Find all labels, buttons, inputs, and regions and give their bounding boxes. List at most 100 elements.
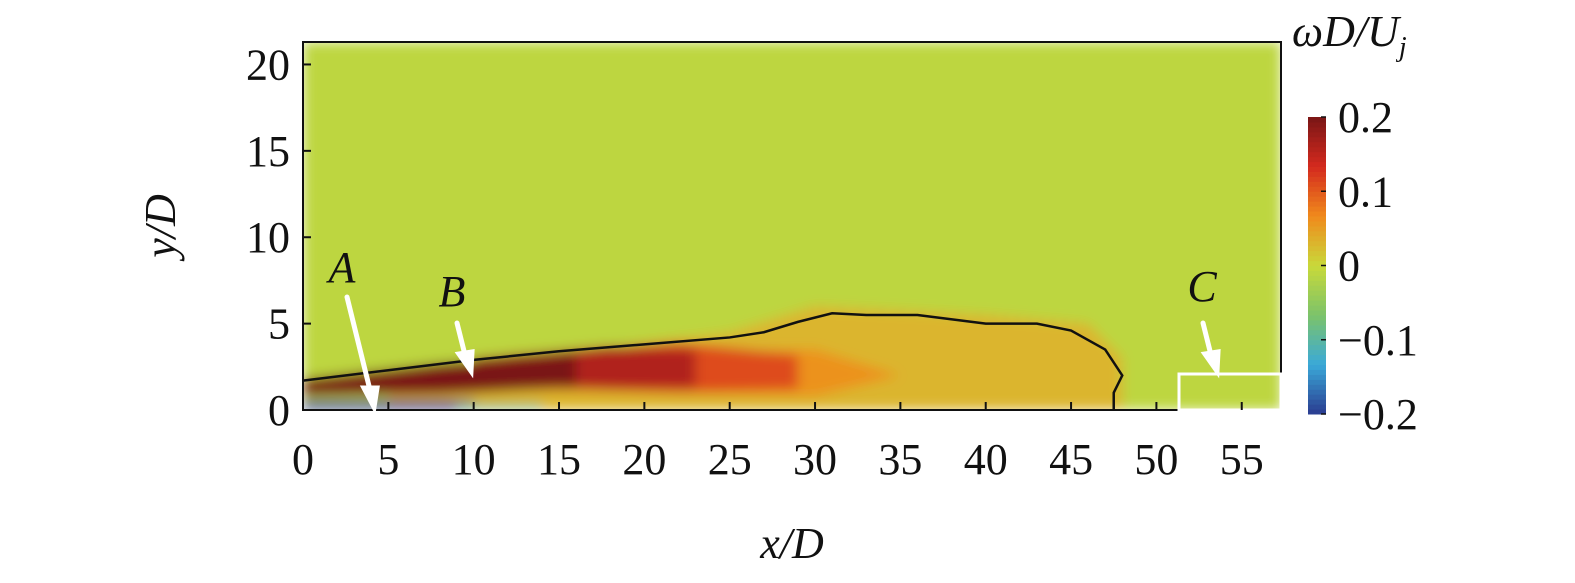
contour-line <box>302 311 1124 410</box>
y-tick-label: 5 <box>268 300 290 349</box>
colorbar-swatch <box>1308 121 1326 128</box>
y-tick-label: 15 <box>246 127 290 176</box>
colorbar-swatch <box>1308 344 1326 351</box>
colorbar-swatch <box>1308 196 1326 202</box>
field-region <box>303 42 1281 410</box>
x-tick-label: 30 <box>793 435 837 484</box>
colorbar-swatch <box>1308 126 1326 133</box>
plot-frame <box>302 41 1282 411</box>
colorbar-swatch <box>1308 300 1326 306</box>
x-axis-label: x/D <box>759 519 824 568</box>
field-layers <box>303 42 1281 410</box>
colorbar-swatch <box>1308 270 1326 276</box>
annotation: C <box>1187 262 1217 311</box>
colorbar-swatch <box>1308 166 1326 172</box>
colorbar-swatch <box>1308 240 1326 247</box>
colorbar-swatch <box>1308 364 1326 370</box>
colorbar-swatch <box>1308 324 1326 331</box>
colorbar-label-main: ωD/U <box>1292 7 1402 56</box>
x-tick-label: 15 <box>537 435 581 484</box>
arrow <box>344 294 373 393</box>
x-tick-label: 40 <box>964 435 1008 484</box>
colorbar-swatch <box>1308 171 1326 177</box>
annotation: B <box>439 267 466 316</box>
colorbar-swatch <box>1308 394 1326 400</box>
colorbar-swatch <box>1308 201 1326 207</box>
colorbar-label: ωD/Uj <box>1292 7 1407 63</box>
colorbar-swatch <box>1308 250 1326 257</box>
colorbar-swatch <box>1308 245 1326 252</box>
x-tick-label: 35 <box>878 435 922 484</box>
x-tick-label: 20 <box>622 435 666 484</box>
colorbar-swatch <box>1308 230 1326 237</box>
colorbar-swatch <box>1308 161 1326 167</box>
colorbar-swatch <box>1308 389 1326 395</box>
colorbar-swatch <box>1308 151 1326 158</box>
colorbar-swatch <box>1308 117 1326 123</box>
colorbar-swatch <box>1308 225 1326 232</box>
colorbar-swatch <box>1308 379 1326 385</box>
colorbar-swatch <box>1308 181 1326 187</box>
x-tick-label: 0 <box>292 435 314 484</box>
colorbar-swatch <box>1308 176 1326 182</box>
colorbar: 0.2 0.1 0 −0.1 −0.2 <box>1308 93 1418 439</box>
colorbar-swatch <box>1308 384 1326 390</box>
colorbar-tick-label: −0.2 <box>1338 390 1418 439</box>
colorbar-swatch <box>1308 339 1326 346</box>
arrow-head <box>1200 349 1221 379</box>
x-tick-label: 10 <box>452 435 496 484</box>
y-tick-label: 0 <box>268 386 290 435</box>
arrow-head <box>454 349 475 379</box>
field <box>303 42 1281 410</box>
y-axis-label: y/D <box>136 194 185 262</box>
arrow <box>1200 320 1214 358</box>
colorbar-swatch <box>1308 156 1326 163</box>
colorbar-swatch <box>1308 310 1326 316</box>
colorbar-swatch <box>1308 235 1326 242</box>
colorbar-swatch <box>1308 280 1326 286</box>
colorbar-swatch <box>1308 206 1326 212</box>
colorbar-swatch <box>1308 191 1326 197</box>
colorbar-swatch <box>1308 315 1326 321</box>
colorbar-swatch <box>1308 211 1326 217</box>
colorbar-swatch <box>1308 329 1326 336</box>
colorbar-swatch <box>1308 359 1326 365</box>
x-tick-label: 55 <box>1220 435 1264 484</box>
colorbar-swatch <box>1308 260 1326 266</box>
colorbar-swatch <box>1308 349 1326 356</box>
colorbar-swatch <box>1308 136 1326 143</box>
y-tick-label: 10 <box>246 213 290 262</box>
colorbar-swatch <box>1308 275 1326 281</box>
colorbar-swatch <box>1308 290 1326 296</box>
colorbar-tick-label: −0.1 <box>1338 316 1418 365</box>
colorbar-swatch <box>1308 265 1326 271</box>
y-tick-label: 20 <box>246 40 290 89</box>
colorbar-tick-label: 0 <box>1338 242 1360 291</box>
colorbar-swatch <box>1308 146 1326 153</box>
arrows <box>344 294 1221 415</box>
colorbar-swatch <box>1308 319 1326 326</box>
colorbar-tick-label: 0.2 <box>1338 93 1393 142</box>
colorbar-swatch <box>1308 255 1326 262</box>
highlight-box <box>1177 372 1283 412</box>
colorbar-swatch <box>1308 334 1326 341</box>
colorbar-label-sub: j <box>1396 32 1407 63</box>
colorbar-swatch <box>1308 354 1326 361</box>
colorbar-swatch <box>1308 186 1326 192</box>
x-tick-label: 50 <box>1134 435 1178 484</box>
colorbar-swatch <box>1308 141 1326 148</box>
colorbar-swatch <box>1308 285 1326 291</box>
colorbar-swatch <box>1308 305 1326 311</box>
x-tick-label: 45 <box>1049 435 1093 484</box>
colorbar-swatch <box>1308 220 1326 227</box>
colorbar-swatch <box>1308 295 1326 301</box>
x-tick-label: 5 <box>377 435 399 484</box>
field-region <box>456 404 542 410</box>
annotation: A <box>326 243 357 292</box>
colorbar-swatch <box>1308 216 1326 222</box>
x-tick-label: 25 <box>708 435 752 484</box>
colorbar-swatch <box>1308 409 1326 415</box>
colorbar-tick-label: 0.1 <box>1338 167 1393 216</box>
colorbar-swatch <box>1308 131 1326 138</box>
